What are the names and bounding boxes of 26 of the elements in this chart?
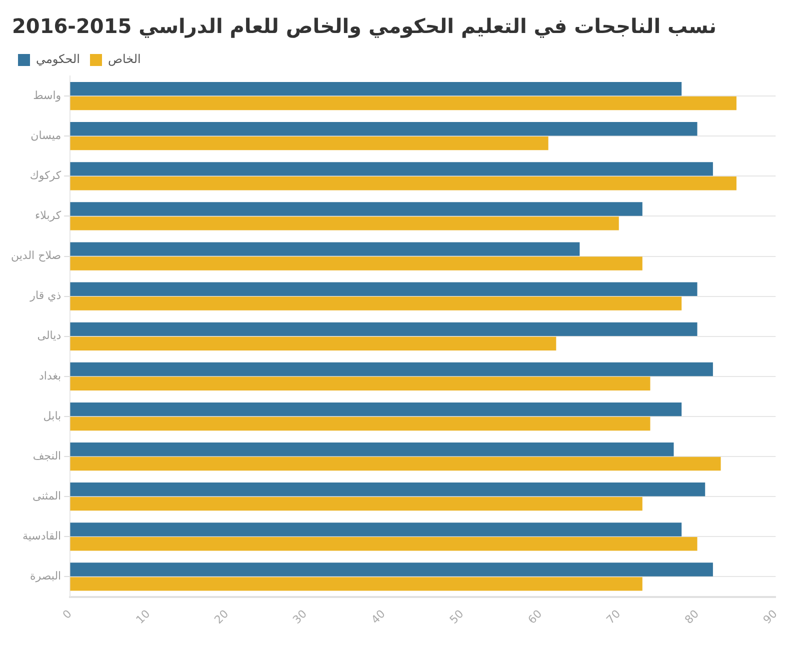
y-tick-label: المثنى xyxy=(32,489,62,502)
y-tick-label: كربلاء xyxy=(35,209,62,222)
y-tick-label: صلاح الدين xyxy=(10,249,62,262)
y-tick-label: البصرة xyxy=(30,570,62,583)
legend-label: الحكومي xyxy=(36,52,80,66)
x-tick-label: 30 xyxy=(290,607,310,626)
x-tick-label: 40 xyxy=(368,607,388,626)
y-tick-label: كركوك xyxy=(30,169,62,182)
x-tick-label: 20 xyxy=(212,607,232,626)
y-tick-label: بابل xyxy=(43,409,62,422)
y-tick-label: ميسان xyxy=(30,128,62,142)
x-tick-label: 80 xyxy=(682,607,702,626)
y-tick-label: واسط xyxy=(33,88,62,102)
x-tick-label: 90 xyxy=(760,607,780,626)
y-tick-label: ذي قار xyxy=(29,289,62,302)
x-tick-label: 10 xyxy=(134,607,153,626)
x-tick-label: 0 xyxy=(60,607,74,622)
x-tick-label: 50 xyxy=(447,607,466,626)
y-tick-label: بغداد xyxy=(39,369,62,382)
legend-label: الخاص xyxy=(108,52,141,66)
chart-title: نسب الناجحات في التعليم الحكومي والخاص للعام الدراسي 2015-2016 xyxy=(12,14,717,38)
y-tick-label: النجف xyxy=(32,449,62,462)
y-tick-label: القادسية xyxy=(22,530,62,543)
x-tick-label: 70 xyxy=(604,607,624,626)
y-tick-label: ديالى xyxy=(37,329,62,342)
x-tick-label: 60 xyxy=(526,607,545,626)
